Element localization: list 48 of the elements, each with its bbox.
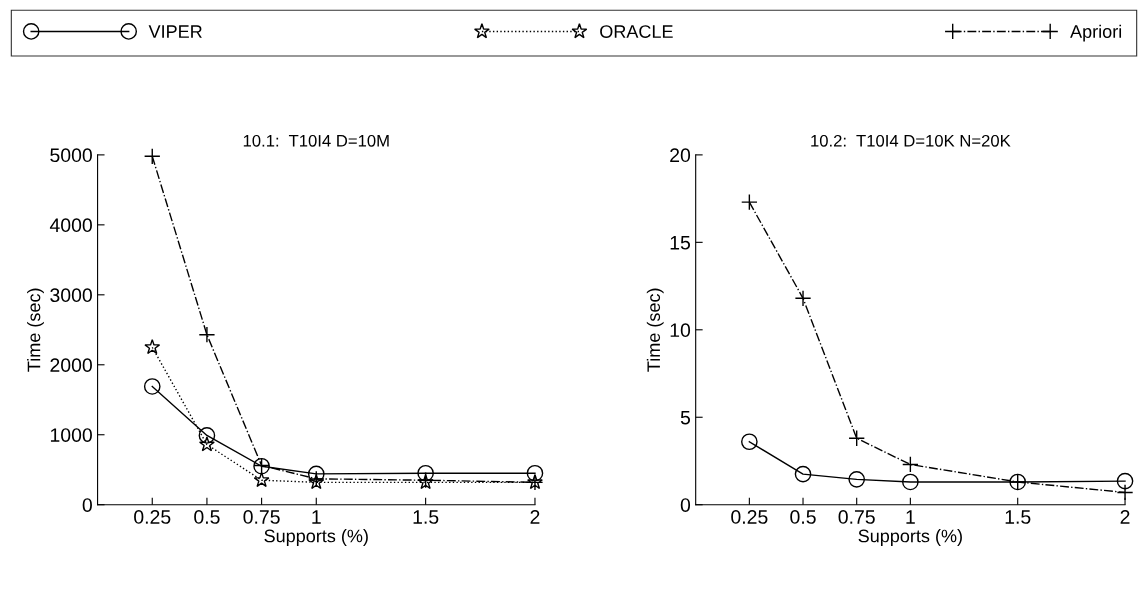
x-axis-title: Supports (%) (858, 529, 962, 546)
point (198, 436, 215, 452)
y-tick-label: 2000 (50, 358, 92, 373)
y-tick-label: 5000 (50, 148, 92, 163)
y-tick-label: 15 (670, 236, 691, 250)
point (143, 378, 161, 395)
legend-label: VIPER (148, 25, 202, 38)
point (1116, 472, 1134, 490)
point (526, 464, 544, 482)
point (741, 193, 758, 211)
x-tick-label: 0.5 (194, 510, 220, 524)
y-axis-title: Time (sec) (646, 288, 664, 372)
point (307, 465, 325, 483)
y-tick-label: 3000 (50, 288, 92, 303)
legend-label: ORACLE (600, 25, 673, 38)
x-tick-label: 1 (906, 510, 915, 524)
point (253, 471, 270, 488)
x-axis-title: Supports (%) (264, 529, 368, 546)
y-tick-label: 10 (670, 323, 691, 338)
y-tick-label: 1000 (50, 428, 92, 442)
x-tick-label: 0.25 (134, 510, 171, 524)
chart-title: 10.2: T10I4 D=10K N=20K (811, 134, 1011, 147)
x-tick-label: 0.25 (731, 510, 768, 524)
point (902, 473, 919, 491)
y-axis-title: Time (sec) (27, 288, 44, 372)
point (417, 464, 434, 482)
point (144, 338, 161, 355)
point (1116, 484, 1134, 501)
x-tick-label: 0.75 (243, 510, 280, 524)
legend-label: Apriori (1070, 24, 1122, 42)
y-tick-label: 0 (680, 498, 691, 512)
x-tick-label: 1.5 (413, 510, 439, 524)
point (902, 456, 919, 473)
point (741, 433, 758, 451)
x-tick-label: 0.75 (838, 510, 875, 524)
x-tick-label: 2 (530, 510, 540, 524)
point (848, 471, 866, 488)
y-tick-label: 20 (670, 148, 691, 163)
y-tick-label: 4000 (49, 218, 92, 233)
y-tick-label: 5 (680, 410, 691, 425)
x-tick-label: 2 (1120, 510, 1130, 524)
chart-title: 10.1: T10I4 D=10M (243, 134, 389, 147)
point (794, 465, 812, 483)
x-tick-label: 1 (312, 510, 321, 524)
x-tick-label: 1.5 (1005, 510, 1031, 524)
point (198, 427, 216, 444)
x-tick-label: 0.5 (790, 510, 816, 524)
y-tick-label: 0 (82, 498, 92, 512)
